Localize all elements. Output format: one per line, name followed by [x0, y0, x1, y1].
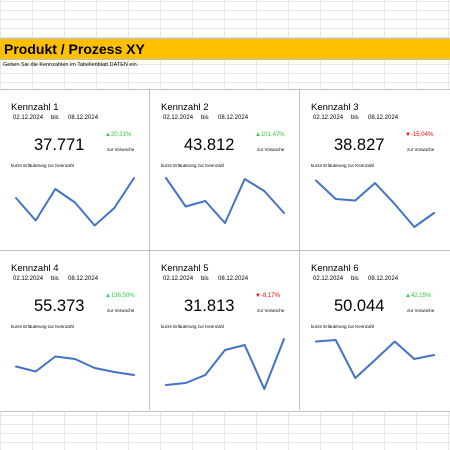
kpi-delta-value: 20,31% — [110, 132, 132, 138]
kpi-date-separator: bis — [351, 276, 359, 282]
kpi-date-separator: bis — [351, 115, 359, 121]
trend-down-icon: ▼ — [255, 293, 261, 299]
kpi-delta-value: 136,50% — [110, 293, 135, 299]
kpi-comparison-label: zur Vorwoche — [257, 308, 285, 313]
kpi-date-separator: bis — [51, 276, 59, 282]
kpi-card-3[interactable]: Kennzahl 3 02.12.2024 bis 08.12.2024 38.… — [300, 90, 450, 250]
kpi-date-from: 02.12.2024 — [163, 276, 194, 282]
kpi-title: Kennzahl 2 — [161, 102, 209, 113]
kpi-value: 31.813 — [184, 297, 235, 315]
kpi-delta: ▼-8,17% — [255, 293, 280, 299]
kpi-delta: ▲101,47% — [255, 132, 285, 138]
kpi-delta: ▲136,50% — [105, 293, 135, 299]
kpi-comparison-label: zur Vorwoche — [107, 308, 135, 313]
sparkline-series-line — [15, 177, 135, 227]
kpi-value: 55.373 — [34, 297, 85, 315]
kpi-date-to: 08.12.2024 — [368, 115, 399, 121]
kpi-card-1[interactable]: Kennzahl 1 02.12.2024 bis 08.12.2024 37.… — [0, 90, 150, 250]
kpi-delta-value: -8,17% — [260, 293, 280, 299]
sparkline-series-line — [315, 179, 435, 228]
kpi-delta: ▲20,31% — [105, 132, 131, 138]
page-title[interactable]: Produkt / Prozess XY — [4, 41, 145, 57]
kpi-value: 43.812 — [184, 136, 235, 154]
kpi-date-separator: bis — [201, 276, 209, 282]
kpi-explanation: kurze Erläuterung zur Kennzahl — [11, 324, 75, 329]
kpi-explanation: kurze Erläuterung zur Kennzahl — [11, 163, 75, 168]
kpi-date-to: 08.12.2024 — [218, 276, 249, 282]
kpi-comparison-label: zur Vorwoche — [257, 147, 285, 152]
sparkline-series-line — [15, 355, 135, 376]
kpi-date-from: 02.12.2024 — [13, 276, 44, 282]
kpi-card-4[interactable]: Kennzahl 4 02.12.2024 bis 08.12.2024 55.… — [0, 250, 150, 410]
kpi-explanation: kurze Erläuterung zur Kennzahl — [161, 324, 225, 329]
kpi-date-to: 08.12.2024 — [68, 276, 99, 282]
kpi-explanation: kurze Erläuterung zur Kennzahl — [311, 163, 375, 168]
kpi-date-to: 08.12.2024 — [68, 115, 99, 121]
kpi-title: Kennzahl 5 — [161, 263, 209, 274]
kpi-comparison-label: zur Vorwoche — [407, 147, 435, 152]
kpi-date-from: 02.12.2024 — [313, 115, 344, 121]
trend-down-icon: ▼ — [405, 132, 411, 138]
kpi-date-from: 02.12.2024 — [13, 115, 44, 121]
kpi-date-separator: bis — [51, 115, 59, 121]
kpi-card-2[interactable]: Kennzahl 2 02.12.2024 bis 08.12.2024 43.… — [150, 90, 300, 250]
kpi-comparison-label: zur Vorwoche — [107, 147, 135, 152]
kpi-title: Kennzahl 3 — [311, 102, 359, 113]
kpi-date-to: 08.12.2024 — [218, 115, 249, 121]
sparkline-series-line — [315, 339, 435, 379]
kpi-dashboard-grid: Kennzahl 1 02.12.2024 bis 08.12.2024 37.… — [0, 89, 450, 412]
trend-up-icon: ▲ — [105, 132, 111, 138]
kpi-delta: ▲42,15% — [405, 293, 431, 299]
kpi-value: 50.044 — [334, 297, 385, 315]
kpi-card-6[interactable]: Kennzahl 6 02.12.2024 bis 08.12.2024 50.… — [300, 250, 450, 410]
kpi-delta-value: 42,15% — [410, 293, 432, 299]
kpi-explanation: kurze Erläuterung zur Kennzahl — [311, 324, 375, 329]
kpi-sparkline — [315, 339, 435, 379]
kpi-title: Kennzahl 6 — [311, 263, 359, 274]
title-bar: Produkt / Prozess XY — [0, 38, 450, 60]
kpi-value: 38.827 — [334, 136, 385, 154]
kpi-comparison-label: zur Vorwoche — [407, 308, 435, 313]
kpi-date-to: 08.12.2024 — [368, 276, 399, 282]
trend-up-icon: ▲ — [105, 293, 111, 299]
kpi-explanation: kurze Erläuterung zur Kennzahl — [161, 163, 225, 168]
kpi-sparkline — [315, 179, 435, 228]
kpi-delta: ▼-15,04% — [405, 132, 433, 138]
trend-up-icon: ▲ — [255, 132, 261, 138]
kpi-sparkline — [15, 177, 135, 227]
kpi-sparkline — [165, 338, 285, 390]
instruction-text[interactable]: Geben Sie die Kennzahlen im Tabellenblat… — [3, 62, 139, 68]
kpi-date-from: 02.12.2024 — [313, 276, 344, 282]
sparkline-series-line — [165, 338, 285, 390]
kpi-date-separator: bis — [201, 115, 209, 121]
kpi-title: Kennzahl 4 — [11, 263, 59, 274]
kpi-delta-value: 101,47% — [260, 132, 285, 138]
kpi-sparkline — [15, 355, 135, 376]
trend-up-icon: ▲ — [405, 293, 411, 299]
kpi-sparkline — [165, 177, 285, 224]
sparkline-series-line — [165, 177, 285, 224]
kpi-date-from: 02.12.2024 — [163, 115, 194, 121]
kpi-value: 37.771 — [34, 136, 85, 154]
kpi-delta-value: -15,04% — [410, 132, 434, 138]
kpi-title: Kennzahl 1 — [11, 102, 59, 113]
kpi-card-5[interactable]: Kennzahl 5 02.12.2024 bis 08.12.2024 31.… — [150, 250, 300, 410]
